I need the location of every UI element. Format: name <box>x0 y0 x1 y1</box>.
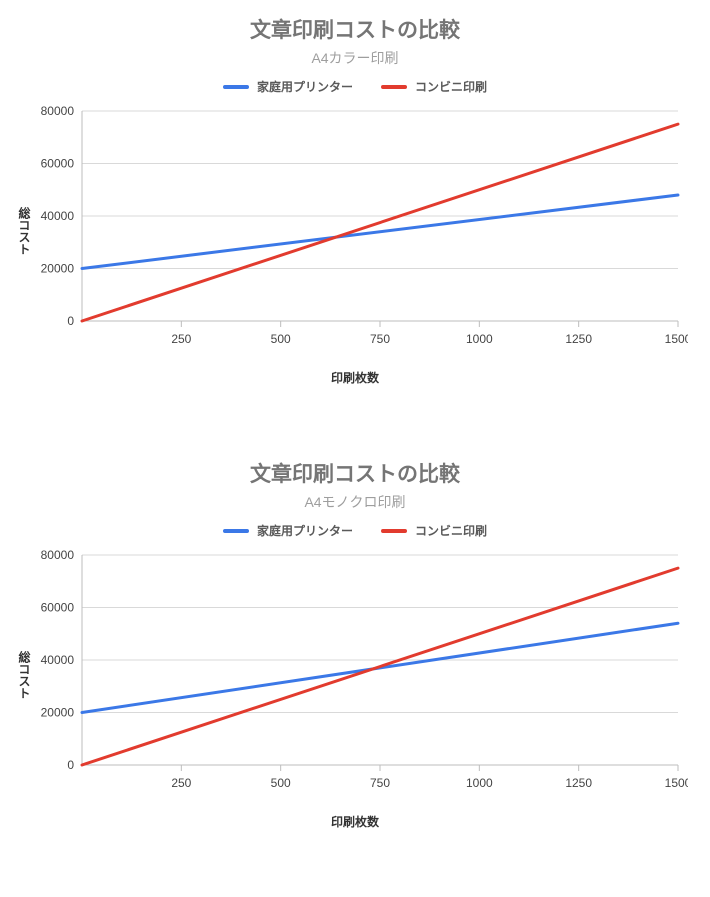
xtick-label: 1000 <box>466 332 493 346</box>
chart-mono-subtitle: A4モノクロ印刷 <box>22 492 688 512</box>
ytick-label: 80000 <box>41 104 75 118</box>
legend-label-convenience: コンビニ印刷 <box>415 522 487 539</box>
ytick-label: 20000 <box>41 706 75 720</box>
chart-mono-title: 文章印刷コストの比較 <box>22 458 688 488</box>
ytick-label: 80000 <box>41 548 75 562</box>
xtick-label: 250 <box>171 332 191 346</box>
series-line-convenience <box>82 568 678 765</box>
legend-label-convenience: コンビニ印刷 <box>415 78 487 95</box>
chart-color-subtitle: A4カラー印刷 <box>22 48 688 68</box>
xtick-label: 1250 <box>565 332 592 346</box>
chart-color-svg: 0 20000 40000 60000 80000 250 500 750 1000 1250 15… <box>22 101 688 361</box>
legend-swatch-convenience <box>381 529 407 533</box>
xtick-label: 1250 <box>565 776 592 790</box>
ytick-label: 40000 <box>41 653 75 667</box>
ytick-label: 0 <box>67 758 74 772</box>
xtick-label: 1500 <box>665 332 688 346</box>
legend-item-convenience: コンビニ印刷 <box>381 522 487 539</box>
chart-mono-ylabel: 総コスト <box>16 651 33 699</box>
xtick-label: 750 <box>370 332 390 346</box>
xtick-label: 500 <box>271 776 291 790</box>
legend-item-convenience: コンビニ印刷 <box>381 78 487 95</box>
legend-label-home: 家庭用プリンター <box>257 522 353 539</box>
chart-mono-block: 文章印刷コストの比較 A4モノクロ印刷 家庭用プリンター コンビニ印刷 総コスト… <box>0 458 710 830</box>
chart-color-legend: 家庭用プリンター コンビニ印刷 <box>22 78 688 95</box>
chart-color-xlabel: 印刷枚数 <box>22 369 688 386</box>
xtick-label: 750 <box>370 776 390 790</box>
chart-color-block: 文章印刷コストの比較 A4カラー印刷 家庭用プリンター コンビニ印刷 総コスト … <box>0 14 710 386</box>
page-root: 文章印刷コストの比較 A4カラー印刷 家庭用プリンター コンビニ印刷 総コスト … <box>0 0 710 897</box>
legend-item-home: 家庭用プリンター <box>223 522 353 539</box>
chart-mono-legend: 家庭用プリンター コンビニ印刷 <box>22 522 688 539</box>
xtick-label: 1000 <box>466 776 493 790</box>
ytick-label: 40000 <box>41 209 75 223</box>
legend-swatch-convenience <box>381 85 407 89</box>
xtick-label: 1500 <box>665 776 688 790</box>
chart-mono-xlabel: 印刷枚数 <box>22 813 688 830</box>
legend-label-home: 家庭用プリンター <box>257 78 353 95</box>
legend-swatch-home <box>223 529 249 533</box>
series-line-convenience <box>82 124 678 321</box>
chart-gap <box>0 386 710 458</box>
chart-color-title: 文章印刷コストの比較 <box>22 14 688 44</box>
ytick-label: 20000 <box>41 262 75 276</box>
ytick-label: 60000 <box>41 601 75 615</box>
chart-color-ylabel: 総コスト <box>16 207 33 255</box>
legend-item-home: 家庭用プリンター <box>223 78 353 95</box>
ytick-label: 0 <box>67 314 74 328</box>
legend-swatch-home <box>223 85 249 89</box>
chart-mono-svg: 0 20000 40000 60000 80000 250 500 750 1000 1250 15… <box>22 545 688 805</box>
xtick-label: 250 <box>171 776 191 790</box>
ytick-label: 60000 <box>41 157 75 171</box>
xtick-label: 500 <box>271 332 291 346</box>
series-line-home <box>82 195 678 269</box>
chart-color-plot-wrap: 総コスト 02000040000600008000025050075010001… <box>22 101 688 361</box>
chart-mono-plot-wrap: 総コスト 02000040000600008000025050075010001… <box>22 545 688 805</box>
